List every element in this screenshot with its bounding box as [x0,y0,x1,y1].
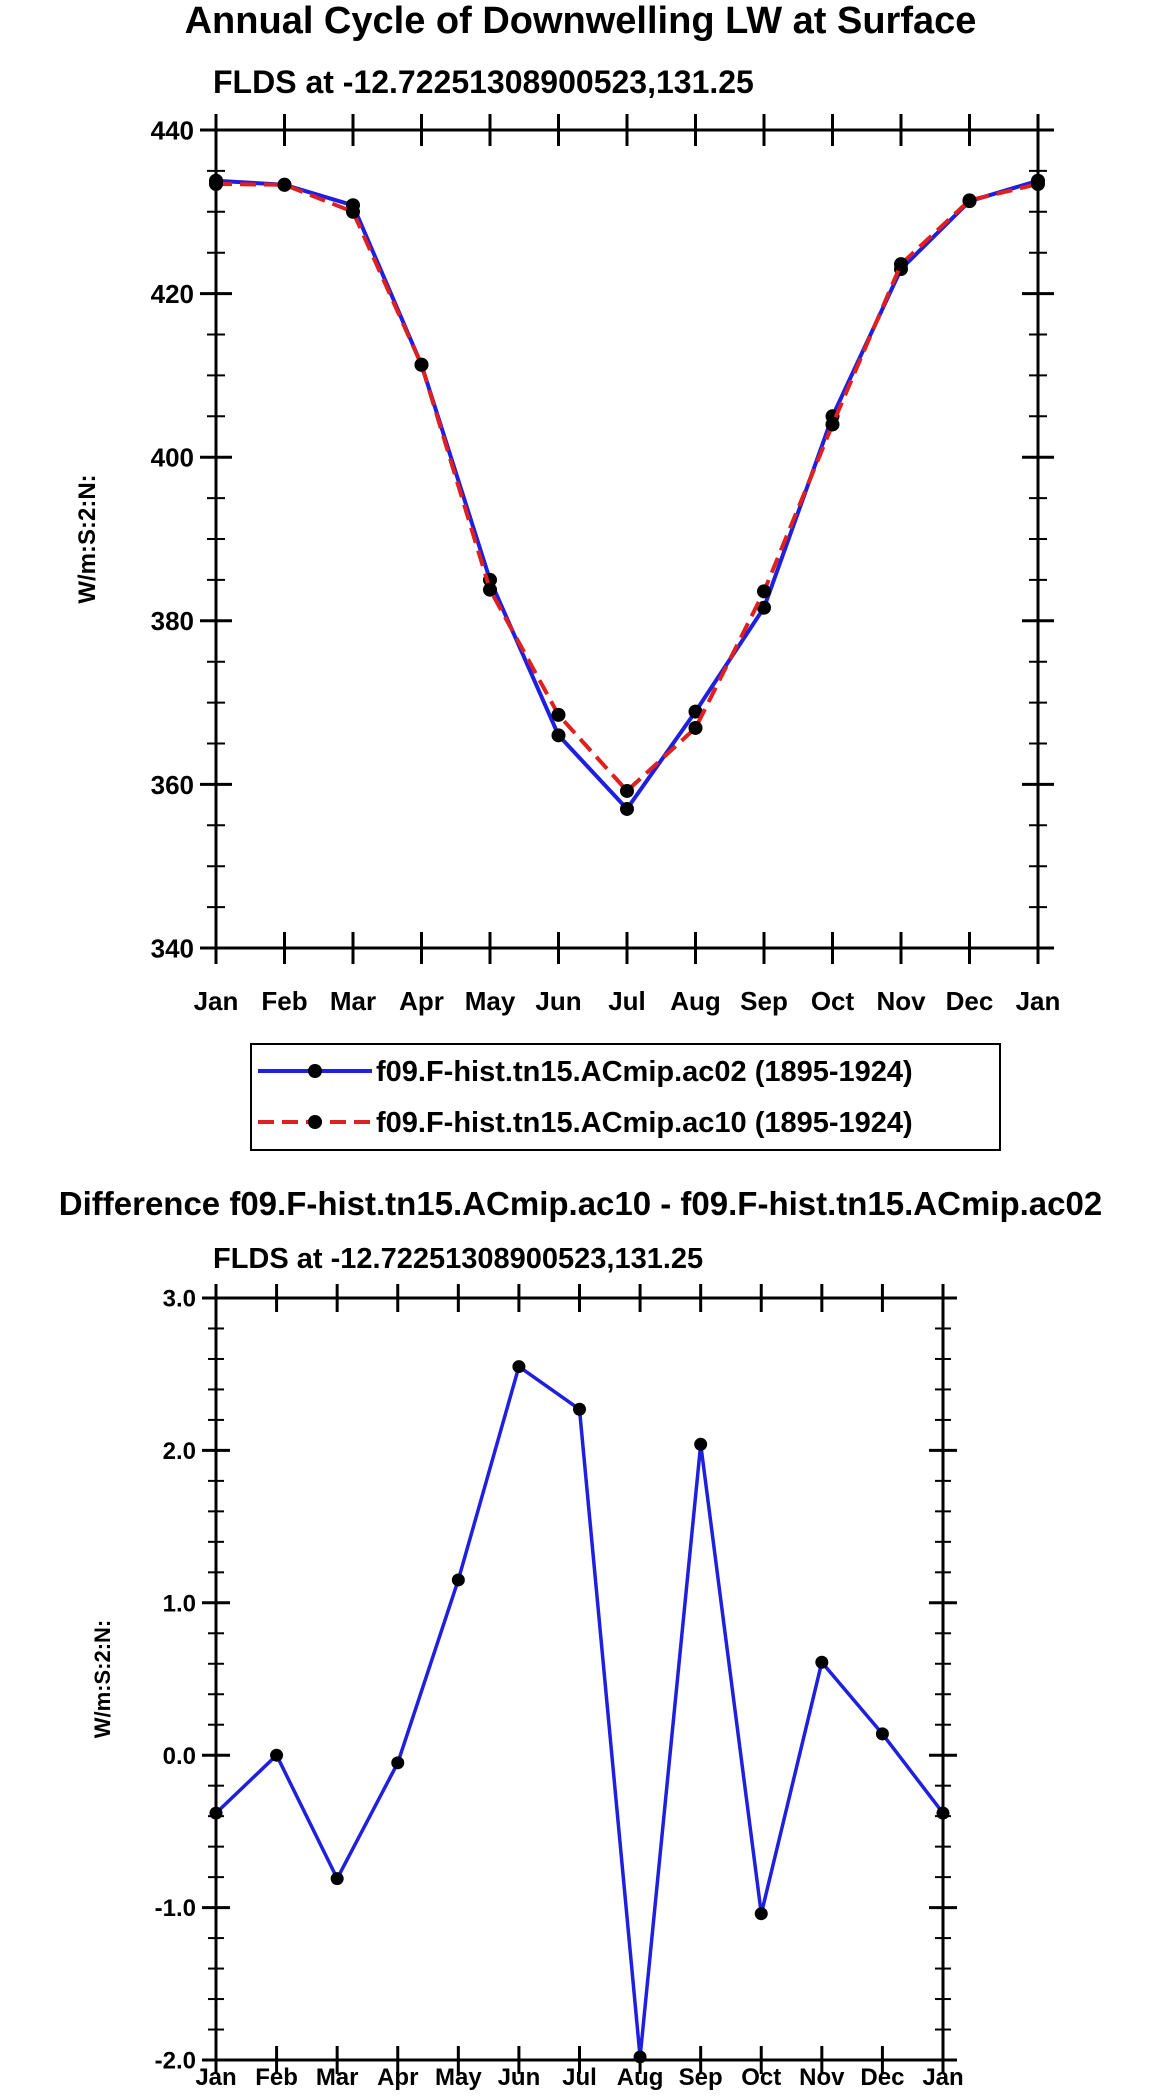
chart1-xtick-label-sep: Sep [740,986,788,1016]
chart2-series-1-point [875,1727,889,1741]
chart1-xtick-label-may: May [465,986,516,1016]
chart1-series-2-point [483,582,497,597]
chart1-series-2-point [825,417,840,432]
chart2-ylabel: W/m:S:2:N: [90,1620,115,1739]
chart-2-subtitle: FLDS at -12.72251308900523,131.25 [213,1243,704,1275]
chart1-series-1-point [620,801,634,816]
chart1-series-1-point [757,600,771,615]
chart2-xtick-label-nov: Nov [799,2064,845,2091]
chart2-series-1-point [573,1402,586,1416]
chart1-plot-frame [214,128,1040,950]
legend-label-1: f09.F-hist.tn15.ACmip.ac02 (1895-1924) [376,1056,913,1088]
chart2-series-1-point [270,1748,284,1762]
chart1-xtick-label-aug: Aug [670,986,721,1016]
chart1-series-2-point [688,720,703,735]
chart1-xtick-label-jan: Jan [194,986,239,1016]
chart1-xtick-label-jul: Jul [608,986,646,1016]
chart2-series-1-point [209,1806,223,1820]
chart1-series-2-point [894,257,908,272]
chart2-xtick-label-feb: Feb [255,2064,298,2091]
chart1-xtick-label-dec: Dec [946,986,994,1016]
chart2-ytick-label: 0.0 [163,1743,196,1770]
chart2-ytick-label: -1.0 [155,1895,196,1922]
chart2-ytick-label: 1.0 [163,1590,196,1617]
chart1-series-1-point [688,704,703,719]
chart2-xtick-label-apr: Apr [377,2064,418,2091]
chart2-xtick-label-aug: Aug [617,2064,664,2091]
chart2-xtick-label-dec: Dec [860,2064,904,2091]
chart1-xtick-label-feb: Feb [261,986,307,1016]
chart2-ytick-label: -2.0 [155,2048,196,2075]
chart1-series-2-point [414,357,429,372]
chart2-xtick-label-jan: Jan [195,2064,236,2091]
chart1-xtick-label-apr: Apr [399,986,444,1016]
chart1-xtick-label-mar: Mar [330,986,376,1016]
chart2-xtick-label-jun: Jun [498,2064,541,2091]
chart2-series-1-point [754,1907,768,1921]
chart2-ytick-label: 2.0 [163,1438,196,1465]
legend-marker-1 [308,1064,322,1078]
legend-marker-2 [308,1115,322,1129]
chart2-series-1-point [694,1437,708,1451]
chart1-ytick-label: 340 [151,933,194,963]
chart1-ytick-label: 440 [151,115,194,145]
chart1-ytick-label: 360 [151,770,194,800]
chart2-series-1-point [330,1872,344,1886]
chart1-series-2-point [757,584,771,599]
chart2-xtick-label-jan: Jan [922,2064,963,2091]
chart2-xtick-label-mar: Mar [316,2064,359,2091]
chart2-series-1-point [633,2050,647,2064]
chart1-ytick-label: 420 [151,279,194,309]
chart1-xtick-label-jan: Jan [1016,986,1061,1016]
chart2-series-1-point [451,1573,465,1587]
chart1-xtick-label-nov: Nov [876,986,926,1016]
chart2-series-1-point [815,1655,829,1669]
chart2-series-1-point [391,1756,405,1770]
chart1-xtick-label-jun: Jun [535,986,581,1016]
chart1-series-2-point [277,177,292,192]
chart1-series-2-point [551,707,566,722]
chart1-series-2-line [215,182,1039,793]
chart2-xtick-label-oct: Oct [741,2064,781,2091]
chart2-series-1-point [512,1360,526,1374]
chart1-series-2-point [1031,176,1045,191]
chart2-ytick-label: 3.0 [163,1286,196,1313]
chart-1-legend: f09.F-hist.tn15.ACmip.ac02 (1895-1924) f0… [250,1043,1001,1151]
chart1-series-2-point [209,176,223,191]
chart1-series-1-point [551,728,566,743]
chart2-series-1-line [214,1364,945,2059]
chart1-series-2-point [962,193,977,208]
chart1-series-2-point [346,204,360,219]
chart-2-title: Difference f09.F-hist.tn15.ACmip.ac10 - … [58,1185,1103,1222]
chart1-series-1-line [215,178,1039,811]
chart1-series-2-point [620,783,634,798]
legend-label-2: f09.F-hist.tn15.ACmip.ac10 (1895-1924) [376,1107,913,1139]
chart-2-difference: -2.0 -1.0 0.0 1.0 2.0 3.0 Jan Feb Mar Apr May Jun Ju… [90,1284,964,2091]
chart2-xtick-label-jul: Jul [562,2064,597,2091]
chart2-series-1-point [936,1806,950,1820]
chart-1-title: Annual Cycle of Downwelling LW at Surfac… [184,0,977,42]
chart1-ytick-label: 400 [151,443,194,473]
chart2-xtick-label-may: May [435,2064,482,2091]
chart-1-subtitle: FLDS at -12.72251308900523,131.25 [213,64,754,100]
chart2-xtick-label-sep: Sep [679,2064,723,2091]
chart1-xtick-label-oct: Oct [811,986,855,1016]
chart1-ylabel: W/m:S:2:N: [74,474,101,603]
chart1-ytick-label: 380 [151,606,194,636]
legend-box [250,1043,1001,1151]
chart-1-annual-cycle: 340 360 380 400 420 440 Jan Feb Mar Apr May Jun Jul A… [74,114,1060,1016]
